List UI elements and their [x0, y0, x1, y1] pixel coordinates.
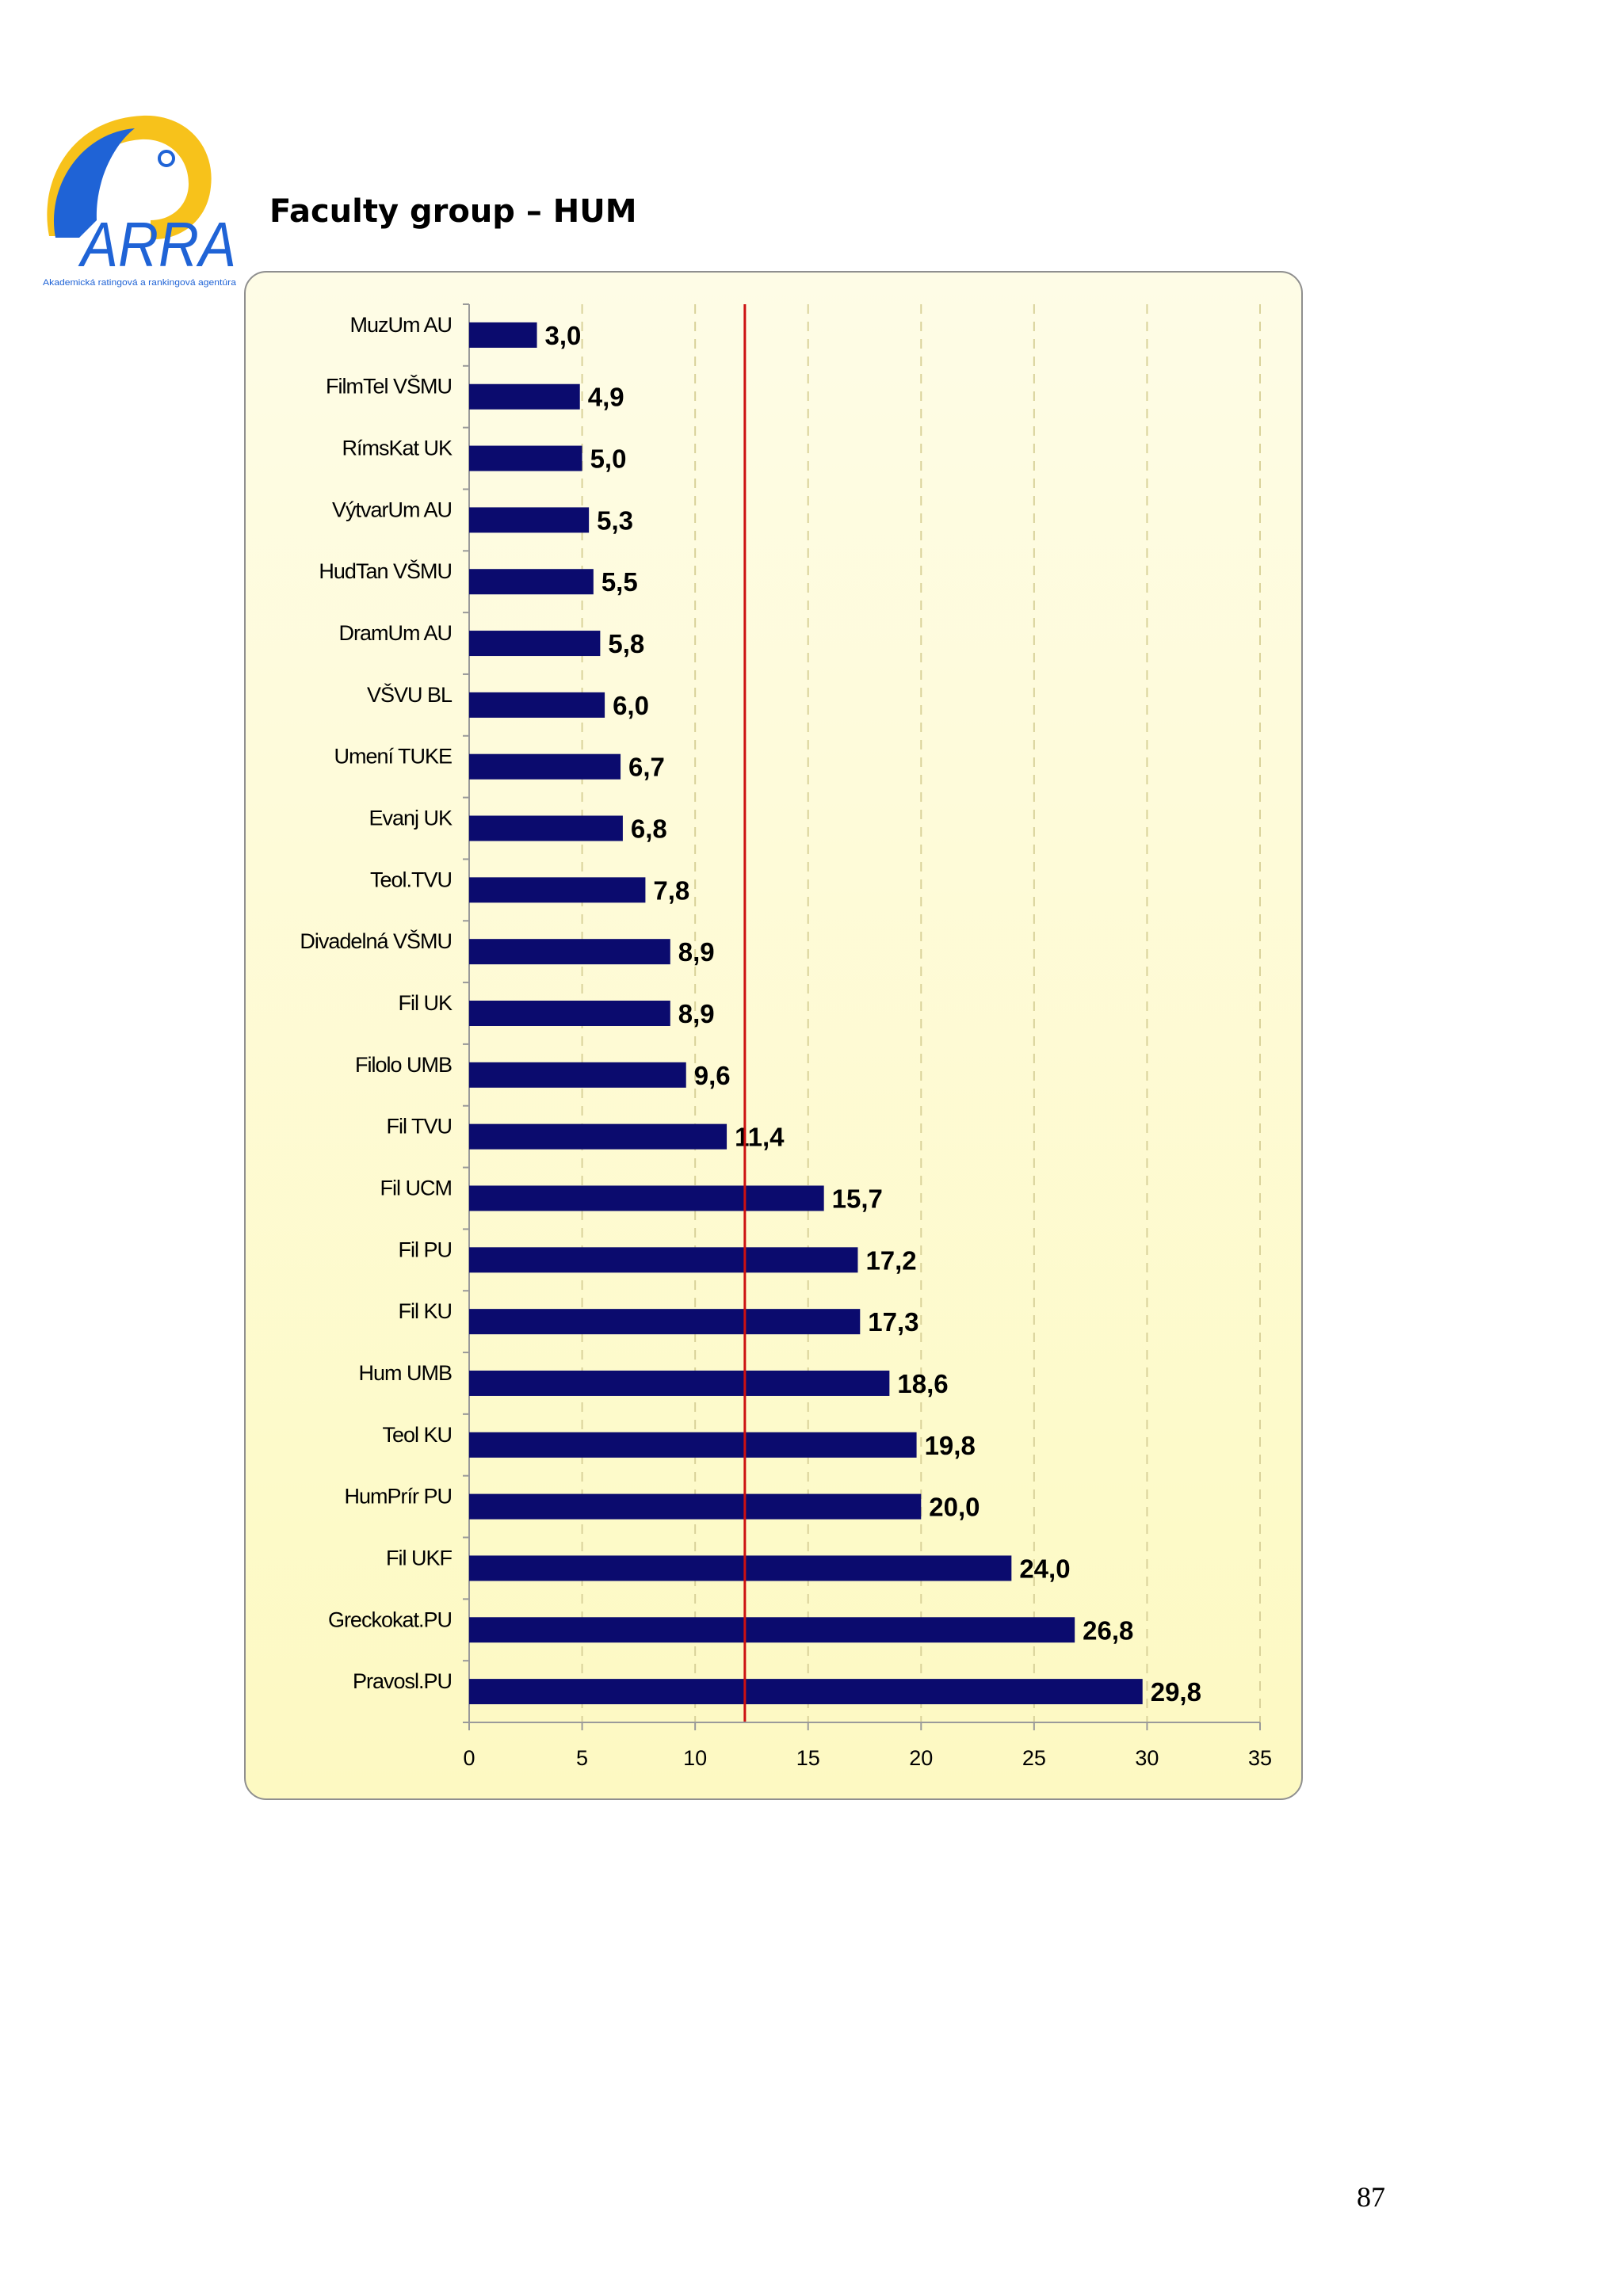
page-number: 87 — [1357, 2181, 1385, 2213]
value-label: 19,8 — [925, 1431, 976, 1460]
value-label: 8,9 — [678, 999, 715, 1028]
value-label: 17,2 — [865, 1245, 916, 1275]
bar — [469, 1123, 727, 1150]
x-tick-label: 35 — [1248, 1746, 1272, 1770]
bar — [469, 692, 605, 718]
category-label: Teol.TVU — [370, 868, 452, 891]
value-label: 26,8 — [1083, 1615, 1133, 1645]
value-label: 4,9 — [588, 383, 624, 412]
category-label: HumPrír PU — [344, 1485, 452, 1508]
category-label: Fil TVU — [386, 1115, 452, 1138]
value-label: 5,0 — [590, 444, 627, 474]
value-label: 15,7 — [832, 1184, 883, 1213]
x-tick-label: 5 — [576, 1746, 588, 1770]
value-label: 9,6 — [694, 1061, 731, 1090]
page-title: Faculty group – HUM — [269, 193, 637, 230]
x-tick-label: 0 — [463, 1746, 475, 1770]
value-label: 18,6 — [897, 1369, 948, 1398]
bar — [469, 1185, 824, 1211]
bar — [469, 1617, 1075, 1643]
category-label: VŠVU BL — [367, 682, 453, 707]
value-label: 6,7 — [628, 753, 665, 782]
logo-bird-eye — [158, 150, 175, 167]
logo-text: ARRA — [78, 209, 236, 280]
bar — [469, 939, 670, 965]
value-label: 5,8 — [608, 629, 644, 658]
bar — [469, 569, 594, 595]
x-tick-label: 25 — [1022, 1746, 1046, 1770]
category-label: Fil UK — [399, 991, 453, 1015]
logo-bird-body — [53, 128, 135, 238]
bar — [469, 507, 590, 533]
x-tick-label: 10 — [683, 1746, 707, 1770]
value-label: 24,0 — [1019, 1554, 1070, 1583]
bar — [469, 815, 623, 841]
bar — [469, 1493, 922, 1520]
bar — [469, 1555, 1012, 1581]
value-label: 7,8 — [653, 875, 689, 905]
arra-logo: ARRA Akademická ratingová a rankingová a… — [43, 115, 237, 288]
bar — [469, 383, 580, 410]
bar — [469, 1679, 1143, 1705]
x-tick-label: 15 — [796, 1746, 820, 1770]
category-label: DramUm AU — [338, 621, 452, 645]
category-label: VýtvarUm AU — [332, 498, 452, 521]
bar-chart: MuzUm AU 3,0 FilmTel VŠMU 4,9 RímsKat UK 5,0 V… — [300, 303, 1272, 1770]
value-label: 6,0 — [613, 691, 649, 720]
value-label: 5,5 — [601, 567, 638, 597]
bar — [469, 1062, 686, 1088]
value-label: 3,0 — [545, 321, 582, 350]
value-label: 20,0 — [929, 1493, 980, 1522]
category-label: Fil UCM — [380, 1176, 452, 1199]
value-label: 29,8 — [1151, 1677, 1201, 1707]
bar — [469, 1370, 890, 1396]
logo-subtitle: Akademická ratingová a rankingová agentú… — [43, 278, 237, 288]
value-label: 5,3 — [597, 505, 633, 535]
x-tick-label: 30 — [1135, 1746, 1159, 1770]
category-label: Fil KU — [399, 1299, 453, 1323]
category-label: Divadelná VŠMU — [300, 929, 452, 953]
category-label: RímsKat UK — [342, 437, 453, 460]
bar — [469, 753, 621, 780]
value-label: 8,9 — [678, 937, 715, 967]
chart-panel: MuzUm AU 3,0 FilmTel VŠMU 4,9 RímsKat UK 5,0 V… — [244, 271, 1303, 1800]
category-label: Fil UKF — [386, 1546, 452, 1569]
category-label: Umení TUKE — [334, 745, 452, 769]
bar — [469, 1432, 917, 1458]
bar — [469, 631, 601, 657]
category-label: Teol KU — [382, 1423, 452, 1447]
category-label: Evanj UK — [369, 807, 453, 830]
value-label: 6,8 — [631, 814, 667, 844]
category-label: Greckokat.PU — [328, 1608, 452, 1631]
category-label: Hum UMB — [358, 1361, 452, 1385]
bar — [469, 322, 537, 348]
category-label: HudTan VŠMU — [319, 559, 452, 583]
bar — [469, 1309, 861, 1335]
bar — [469, 1247, 858, 1273]
x-tick-label: 20 — [909, 1746, 933, 1770]
value-label: 17,3 — [868, 1307, 918, 1337]
category-label: MuzUm AU — [349, 313, 452, 337]
bar — [469, 1001, 670, 1026]
category-label: Fil PU — [399, 1238, 453, 1261]
bar — [469, 877, 646, 903]
bar — [469, 445, 582, 471]
value-label: 11,4 — [735, 1123, 785, 1152]
logo-bird-wing — [47, 115, 212, 240]
category-label: FilmTel VŠMU — [326, 374, 452, 399]
category-label: Pravosl.PU — [353, 1669, 452, 1693]
category-label: Filolo UMB — [355, 1053, 452, 1077]
